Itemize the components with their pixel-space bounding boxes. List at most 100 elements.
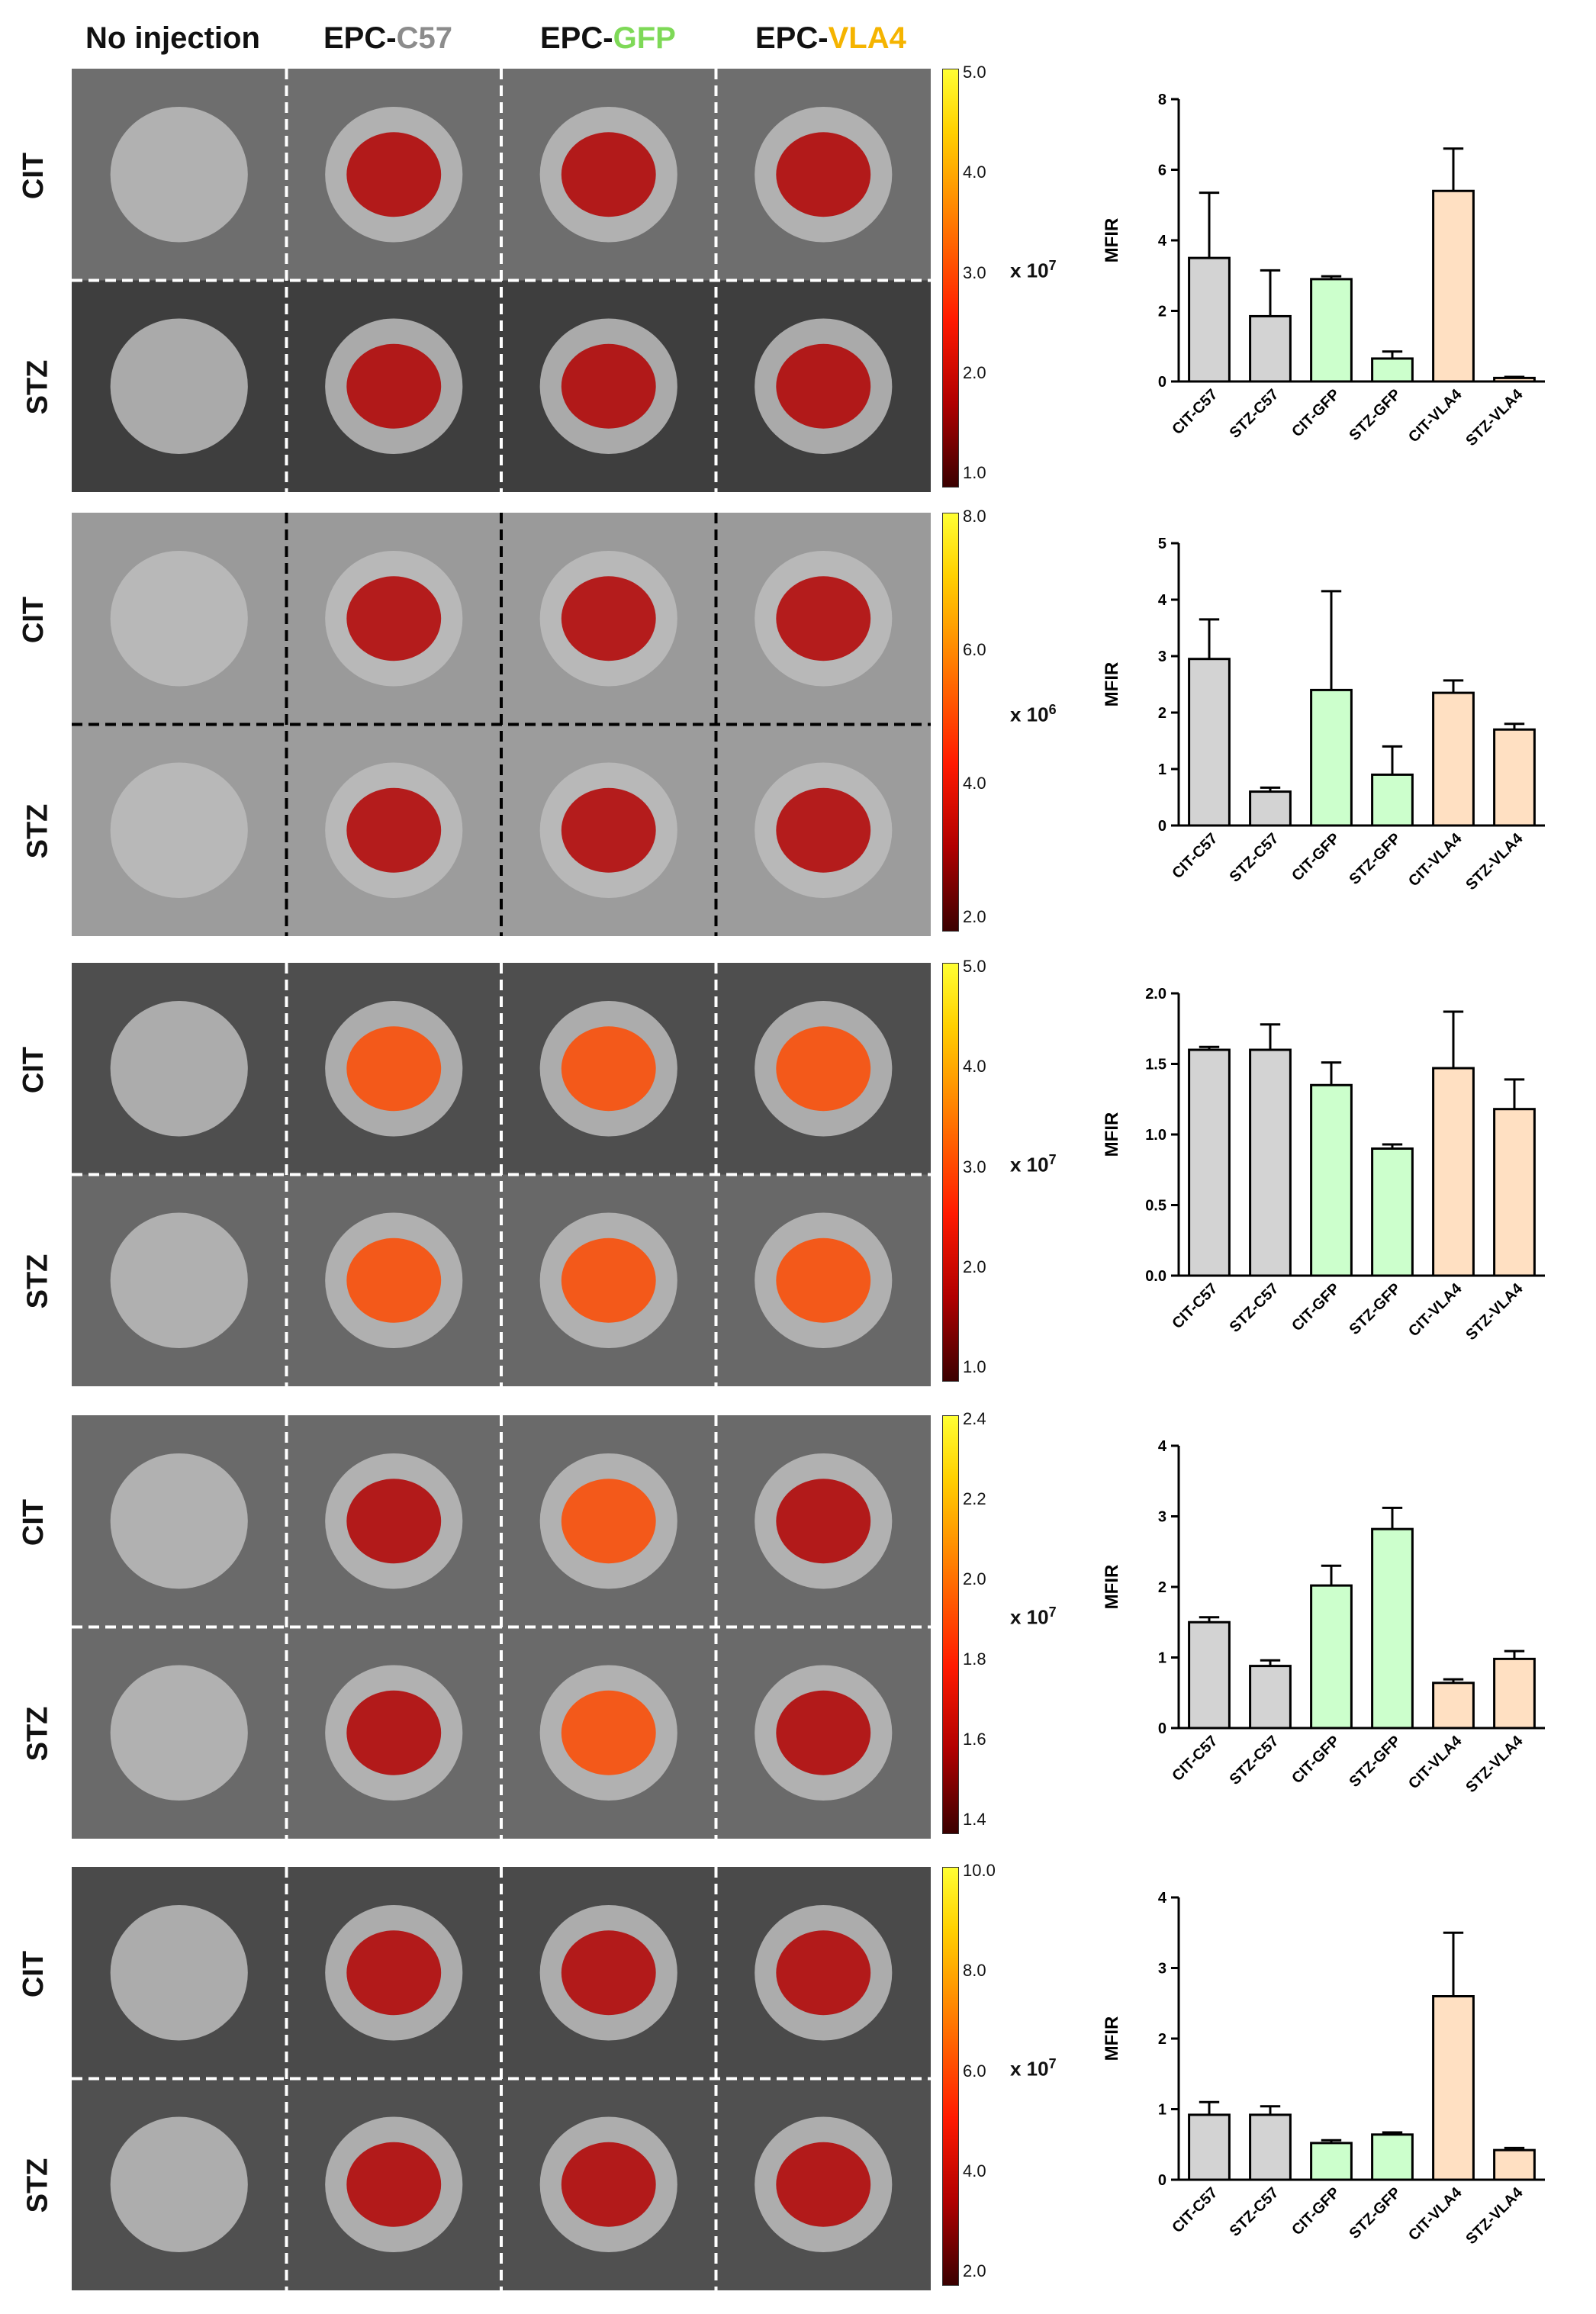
row-label-text: STZ (21, 1706, 54, 1762)
scale-tick-label: 4.0 (963, 2161, 986, 2180)
scale-tick-label: 2.0 (963, 1569, 986, 1588)
row-label-text: CIT (18, 1046, 50, 1093)
fluorescence-signal (346, 343, 442, 429)
bar-stz-vla4 (1493, 1657, 1536, 1730)
row-label-text: STZ (21, 359, 54, 415)
scale-tick-label: 2.4 (963, 1409, 986, 1428)
y-tick-label: 6 (1158, 163, 1166, 179)
y-tick-label: 1 (1158, 1650, 1166, 1667)
bar-stz-c57 (1249, 1665, 1292, 1730)
y-tick-label: 2 (1158, 1579, 1166, 1596)
bar-chart-3: MFIR 0.0 0.5 1.0 1.5 2.0 CIT-C57 STZ-C57 CIT-GFP… (1102, 986, 1545, 1344)
y-tick-label: 0 (1158, 2172, 1166, 2189)
fluorescence-signal (346, 1237, 442, 1323)
bar-cit-gfp (1310, 688, 1353, 827)
x-tick-label: CIT-C57 (1169, 386, 1221, 438)
fluorescence-signal (346, 1479, 442, 1564)
scale-tick-label: 10.0 (963, 1861, 996, 1880)
organ-image (110, 106, 248, 243)
x-tick-label: STZ-C57 (1227, 2184, 1282, 2240)
row-label-text: CIT (18, 1498, 50, 1546)
x-tick-label: CIT-C57 (1169, 1733, 1221, 1785)
x-tick-label: STZ-C57 (1227, 830, 1282, 886)
scale-unit-base: x 10 (1010, 703, 1049, 726)
y-tick-label: 2 (1158, 304, 1166, 320)
x-tick-label: STZ-GFP (1346, 386, 1404, 444)
color-scale-bar (942, 513, 959, 932)
y-tick-label: 0 (1158, 1720, 1166, 1737)
y-tick-label: 4 (1158, 1438, 1167, 1455)
scale-unit-label: x 107 (1010, 258, 1057, 283)
organ-image (110, 1665, 248, 1801)
bar-cit-c57 (1188, 256, 1231, 383)
bar-stz-c57 (1249, 790, 1292, 827)
y-tick-label: 2.0 (1145, 986, 1166, 1003)
y-axis-label: MFIR (1102, 1112, 1122, 1157)
color-scale-bar (942, 1867, 959, 2286)
bar-chart-2: MFIR 0 1 2 3 4 5 CIT-C57 STZ-C57 CIT-GFP STZ-GFP CI… (1102, 536, 1545, 893)
fluorescence-signal (561, 1690, 656, 1775)
x-tick-label: CIT-VLA4 (1405, 1732, 1466, 1792)
bar-stz-c57 (1249, 1048, 1292, 1277)
column-header-prefix: EPC- (540, 21, 613, 55)
imaging-panel-2 (72, 513, 931, 936)
x-tick-label: CIT-C57 (1169, 830, 1221, 882)
column-header-epc-c57: EPC-C57 (323, 21, 452, 56)
bar-stz-vla4 (1493, 376, 1536, 383)
fluorescence-signal (776, 1026, 871, 1112)
column-header-prefix: No injection (85, 21, 260, 55)
bar-cit-vla4 (1432, 1995, 1475, 2181)
bar-cit-c57 (1188, 2113, 1231, 2181)
organ-image (110, 1000, 248, 1137)
y-tick-label: 2 (1158, 2031, 1166, 2048)
fluorescence-signal (776, 132, 871, 217)
fluorescence-signal (346, 132, 442, 217)
scale-unit-base: x 10 (1010, 259, 1049, 282)
bar-stz-c57 (1249, 314, 1292, 383)
scale-tick-label: 8.0 (963, 507, 986, 526)
scale-unit-exponent: 7 (1048, 1151, 1057, 1167)
fluorescence-signal (776, 1690, 871, 1775)
row-label-stz: STZ (11, 1707, 53, 1762)
column-header-epc-gfp: EPC-GFP (540, 21, 676, 56)
scale-unit-label: x 107 (1010, 2056, 1057, 2081)
column-header-suffix: GFP (613, 21, 676, 55)
bar-stz-gfp (1371, 1147, 1414, 1277)
bar-cit-gfp (1310, 1584, 1353, 1730)
bar-cit-c57 (1188, 1048, 1231, 1277)
x-tick-label: STZ-GFP (1346, 1280, 1404, 1338)
fluorescence-signal (561, 1479, 656, 1564)
y-tick-label: 0 (1158, 818, 1166, 835)
row-label-stz: STZ (11, 1254, 53, 1309)
fluorescence-signal (776, 2142, 871, 2227)
y-tick-label: 5 (1158, 536, 1166, 552)
fluorescence-signal (776, 343, 871, 429)
row-label-text: CIT (18, 1950, 50, 1997)
y-tick-label: 1 (1158, 761, 1166, 778)
y-axis-label: MFIR (1102, 2016, 1122, 2061)
fluorescence-signal (561, 1930, 656, 2016)
scale-tick-label: 3.0 (963, 262, 986, 282)
imaging-panel-4 (72, 1415, 931, 1839)
scale-unit-exponent: 7 (1048, 2055, 1057, 2071)
fluorescence-signal (346, 787, 442, 873)
scale-unit-label: x 107 (1010, 1604, 1057, 1630)
scale-tick-label: 5.0 (963, 63, 986, 82)
x-tick-label: STZ-GFP (1346, 1733, 1404, 1791)
y-tick-label: 0.0 (1145, 1268, 1166, 1285)
scale-unit-exponent: 7 (1048, 257, 1057, 273)
imaging-panel-3 (72, 963, 931, 1386)
row-label-text: CIT (18, 152, 50, 199)
bar-stz-gfp (1371, 357, 1414, 383)
bar-chart-5: MFIR 0 1 2 3 4 CIT-C57 STZ-C57 CIT-GFP STZ-GFP CIT… (1102, 1890, 1545, 2248)
scale-tick-label: 4.0 (963, 774, 986, 793)
y-tick-label: 8 (1158, 92, 1166, 108)
bar-cit-gfp (1310, 278, 1353, 383)
scale-tick-label: 5.0 (963, 957, 986, 976)
row-label-cit: CIT (11, 153, 50, 199)
imaging-panel-1 (72, 69, 931, 492)
x-tick-label: CIT-C57 (1169, 1280, 1221, 1332)
row-label-text: STZ (21, 1254, 54, 1309)
scale-tick-label: 4.0 (963, 1057, 986, 1077)
organ-image (110, 318, 248, 455)
